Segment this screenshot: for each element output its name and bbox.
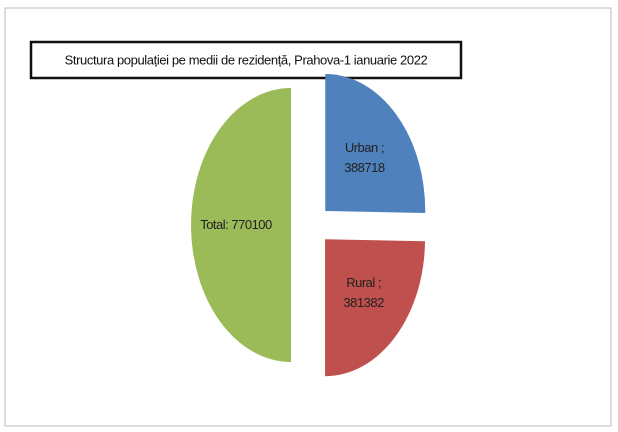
data-label: Rural ; 381382: [343, 274, 384, 310]
data-label-box: Rural ; 381382: [343, 274, 384, 310]
pie-slice: [191, 88, 291, 362]
chart-title: Structura populației pe medii de reziden…: [65, 52, 428, 67]
title-box: [29, 40, 463, 80]
data-label: Urban ; 388718: [344, 140, 385, 176]
data-label-box: Total: 770100: [200, 217, 272, 232]
pie-slice: [325, 239, 426, 377]
pie-slice: [325, 73, 426, 214]
data-label: Total: 770100: [200, 217, 272, 232]
data-label-box: Urban ; 388718: [344, 140, 385, 176]
